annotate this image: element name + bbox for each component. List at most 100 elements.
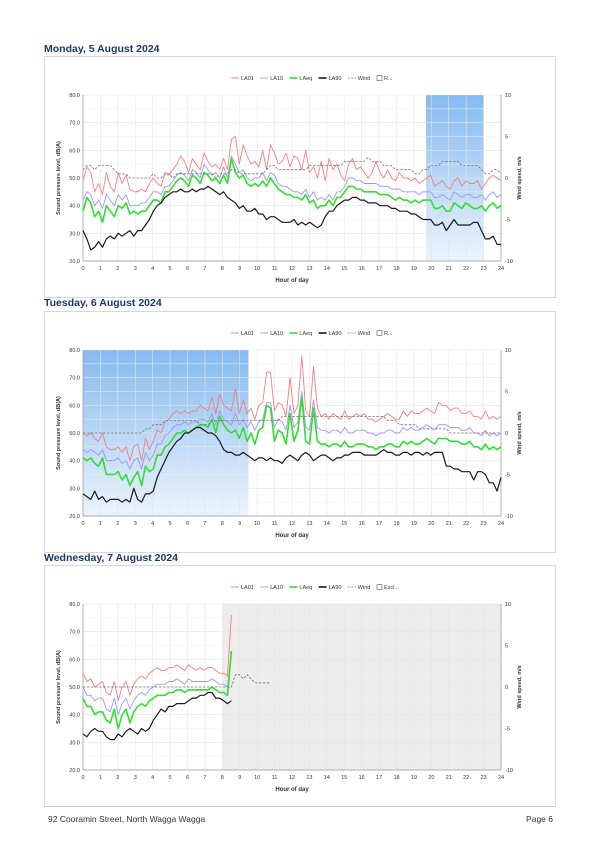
x-tick-label: 16 <box>359 521 365 527</box>
x-tick-label: 9 <box>238 521 241 527</box>
x-tick-label: 17 <box>376 266 382 272</box>
y-tick-label: 20.0 <box>69 514 80 520</box>
y-tick-label: 80.0 <box>69 348 80 354</box>
x-tick-label: 12 <box>289 775 295 781</box>
series-line-laeq <box>82 650 233 730</box>
y-tick-label: 80.0 <box>69 602 80 608</box>
x-tick-label: 10 <box>254 266 260 272</box>
y-tick-label: 60.0 <box>69 403 80 409</box>
y-tick-label: 50.0 <box>69 431 80 437</box>
y-tick-label: 70.0 <box>69 376 80 382</box>
x-tick-label: 10 <box>254 775 260 781</box>
x-tick-label: 18 <box>393 266 399 272</box>
x-tick-label: 17 <box>376 775 382 781</box>
x-tick-label: 2 <box>116 775 119 781</box>
chart-panel-wednesday: 20.0 30.0 40.0 50.0 60.0 70.0 80.0 10 5 0 -5 -10 0 1 2… <box>44 565 556 807</box>
x-tick-label: 0 <box>81 266 84 272</box>
x-axis-label: Hour of day <box>275 278 309 284</box>
x-tick-label: 1 <box>99 266 102 272</box>
x-tick-label: 5 <box>169 266 172 272</box>
series-line-wind <box>83 416 501 434</box>
y2-tick-label: 10 <box>505 93 511 99</box>
footer-page-number: Page 6 <box>526 814 553 824</box>
y-axis-label: Sound pressure level, dB(A) <box>56 650 62 724</box>
legend-swatch-box <box>376 584 383 590</box>
y2-tick-label: -5 <box>505 473 510 479</box>
x-tick-label: 11 <box>272 266 278 272</box>
x-tick-label: 10 <box>254 521 260 527</box>
legend-label-excl: Excl... <box>384 585 399 591</box>
y2-tick-label: 5 <box>505 135 508 141</box>
x-tick-label: 7 <box>203 521 206 527</box>
x-tick-label: 14 <box>324 775 330 781</box>
x-tick-label: 13 <box>306 775 312 781</box>
x-tick-label: 24 <box>498 521 504 527</box>
x-tick-label: 23 <box>481 521 487 527</box>
x-tick-label: 23 <box>481 775 487 781</box>
x-tick-label: 21 <box>446 266 452 272</box>
y2-tick-label: 10 <box>505 348 511 354</box>
y2-tick-label: -10 <box>505 514 513 520</box>
x-tick-label: 6 <box>186 521 189 527</box>
y2-axis-label: Wind speed, m/s <box>517 156 523 199</box>
y-axis-label: Sound pressure level, dB(A) <box>56 141 62 215</box>
x-tick-label: 5 <box>169 775 172 781</box>
x-tick-label: 3 <box>134 266 137 272</box>
chart-title-tuesday: Tuesday, 6 August 2024 <box>44 297 162 309</box>
x-tick-label: 5 <box>169 521 172 527</box>
x-tick-label: 4 <box>151 521 154 527</box>
series-line-la90 <box>82 691 232 741</box>
x-tick-label: 21 <box>446 521 452 527</box>
legend-label-laeq: LAeq <box>299 331 312 337</box>
series-line-wind <box>83 674 271 688</box>
series-line-la90 <box>82 185 501 251</box>
legend-label-la01: LA01 <box>241 585 254 591</box>
x-axis-label: Hour of day <box>275 787 309 793</box>
legend-label-la90: LA90 <box>329 585 342 591</box>
series-line-la90 <box>82 426 502 503</box>
y-tick-label: 40.0 <box>69 204 80 210</box>
x-tick-label: 23 <box>481 266 487 272</box>
y2-tick-label: -5 <box>505 218 510 224</box>
x-tick-label: 1 <box>99 521 102 527</box>
y2-tick-label: -10 <box>505 259 513 265</box>
x-tick-label: 11 <box>272 775 278 781</box>
y2-tick-label: 0 <box>505 685 508 691</box>
x-tick-label: 19 <box>411 775 417 781</box>
legend-label-la01: LA01 <box>241 331 254 337</box>
y-tick-label: 60.0 <box>69 657 80 663</box>
x-tick-label: 19 <box>411 521 417 527</box>
legend-label-la10: LA10 <box>270 76 283 82</box>
y2-axis-label: Wind speed, m/s <box>517 411 523 454</box>
y-tick-label: 80.0 <box>69 93 80 99</box>
x-tick-label: 9 <box>238 266 241 272</box>
y2-tick-label: 5 <box>505 390 508 396</box>
y-tick-label: 50.0 <box>69 685 80 691</box>
x-tick-label: 3 <box>134 775 137 781</box>
y2-tick-label: 10 <box>505 602 511 608</box>
legend-label-la90: LA90 <box>329 76 342 82</box>
x-tick-label: 18 <box>393 521 399 527</box>
x-tick-label: 15 <box>341 521 347 527</box>
series-line-wind <box>82 156 502 179</box>
x-tick-label: 22 <box>463 521 469 527</box>
x-tick-label: 19 <box>411 266 417 272</box>
x-tick-label: 8 <box>221 775 224 781</box>
x-tick-label: 4 <box>151 266 154 272</box>
x-tick-label: 15 <box>341 266 347 272</box>
y-tick-label: 60.0 <box>69 148 80 154</box>
x-tick-label: 7 <box>203 775 206 781</box>
legend-swatch-box <box>376 75 383 81</box>
x-tick-label: 15 <box>341 775 347 781</box>
x-tick-label: 13 <box>306 521 312 527</box>
legend-label-la01: LA01 <box>241 76 254 82</box>
x-tick-label: 9 <box>238 775 241 781</box>
series-line-la01 <box>82 355 502 462</box>
x-tick-label: 24 <box>498 266 504 272</box>
chart-panel-monday: 20.0 30.0 40.0 50.0 60.0 70.0 80.0 10 5 0 -5 -10 0 1 2… <box>44 56 556 298</box>
series-line-laeq <box>82 157 502 224</box>
x-tick-label: 6 <box>186 775 189 781</box>
legend-label-la10: LA10 <box>270 331 283 337</box>
x-tick-label: 21 <box>446 775 452 781</box>
y2-tick-label: -10 <box>505 768 513 774</box>
